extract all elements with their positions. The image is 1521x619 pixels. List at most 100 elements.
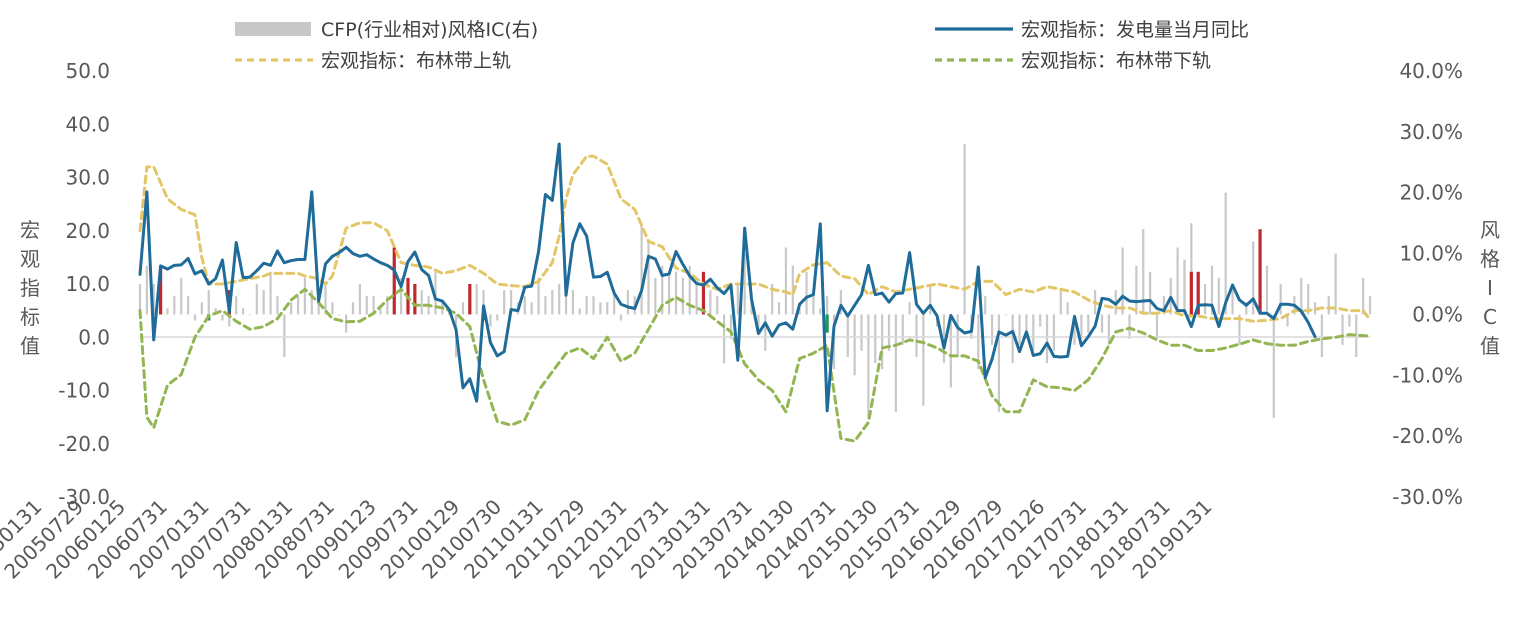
ic-bar (145, 265, 148, 315)
ic-bar (331, 302, 334, 315)
ic-bar (290, 302, 293, 315)
left-tick-label: 40.0 (65, 112, 110, 136)
ic-bar (1362, 277, 1365, 315)
ic-highlight-bar (1196, 271, 1200, 315)
ic-bar (255, 284, 258, 315)
ic-bar (1183, 259, 1186, 315)
ic-bar (235, 296, 238, 315)
ic-highlight-bar (392, 247, 396, 315)
ic-bar (887, 314, 891, 351)
ic-bar (929, 284, 932, 315)
ic-bar (722, 314, 726, 364)
ic-bar (365, 296, 368, 315)
ic-bar (963, 144, 966, 315)
left-tick-label: -20.0 (58, 432, 110, 456)
ic-bar (1149, 271, 1152, 315)
ic-bar (1231, 290, 1234, 315)
ic-bar (805, 271, 808, 315)
ic-bar (475, 284, 478, 315)
ic-bar (977, 314, 980, 370)
left-axis-title: 值 (20, 334, 40, 358)
ic-bar (901, 314, 904, 345)
ic-highlight-bar (825, 314, 829, 333)
ic-bar (489, 314, 492, 327)
ic-bar (1155, 314, 1159, 339)
ic-bar (1018, 314, 1021, 345)
right-axis-title: C (1483, 305, 1497, 329)
ic-bar (200, 302, 203, 315)
ic-highlight-bar (1189, 271, 1193, 315)
ic-bar (530, 302, 533, 315)
right-tick-label: -20.0% (1392, 424, 1463, 448)
ic-bar (523, 296, 526, 315)
ic-bar (1162, 296, 1165, 315)
ic-bar (1135, 265, 1138, 315)
ic-bar (1087, 314, 1090, 333)
legend-label: CFP(行业相对)风格IC(右) (321, 19, 538, 41)
ic-bar (812, 290, 815, 315)
ic-bar (537, 277, 540, 315)
legend-label: 宏观指标：布林带下轨 (1021, 50, 1211, 72)
ic-bar (221, 314, 224, 321)
ic-bar (1368, 296, 1372, 315)
series-line-upper (138, 154, 1372, 323)
ic-bar (351, 302, 355, 315)
ic-bar (138, 284, 142, 315)
ic-bar (420, 290, 423, 315)
ic-bar (345, 314, 348, 333)
legend-label: 宏观指标：布林带上轨 (321, 50, 511, 72)
left-tick-label: -10.0 (58, 379, 110, 403)
ic-bar (386, 296, 389, 315)
ic-bar (544, 296, 547, 315)
right-tick-label: 30.0% (1399, 120, 1463, 144)
ic-bar (997, 314, 1001, 412)
ic-bar (846, 314, 849, 358)
ic-bar (207, 290, 210, 315)
ic-bar (695, 284, 698, 315)
ic-bar (571, 290, 575, 315)
left-tick-label: 30.0 (65, 166, 110, 190)
left-tick-label: 50.0 (65, 59, 110, 83)
ic-bar (826, 296, 829, 315)
left-tick-label: 0.0 (78, 325, 110, 349)
ic-bar (180, 277, 183, 315)
ic-bar (1052, 314, 1056, 351)
ic-bar (1121, 247, 1124, 315)
ic-bar (551, 290, 554, 315)
ic-bar (942, 314, 946, 364)
ic-bar (228, 314, 231, 327)
ic-bar (303, 277, 307, 315)
ic-bar (709, 290, 712, 315)
ic-bar (681, 277, 684, 315)
ic-bar (764, 314, 767, 351)
ic-bar (1059, 290, 1062, 315)
ic-bar (1348, 314, 1351, 327)
ic-bar (1307, 284, 1310, 315)
ic-bar (400, 277, 403, 315)
ic-bar (1210, 265, 1214, 315)
ic-bar (1080, 314, 1083, 339)
ic-bar (661, 265, 664, 315)
ic-bar (1327, 296, 1330, 315)
left-axis-title: 宏 (20, 218, 40, 242)
ic-highlight-bar (159, 265, 163, 315)
ic-bar (1238, 314, 1241, 345)
ic-highlight-bar (701, 271, 706, 315)
ic-bar (1203, 284, 1207, 315)
ic-bar (1025, 314, 1028, 339)
ic-bar (1176, 247, 1179, 315)
ic-bar (503, 290, 506, 315)
ic-bar (908, 302, 911, 315)
ic-bar (1039, 314, 1042, 327)
ic-bar (269, 271, 272, 315)
ic-bar (578, 308, 581, 315)
ic-bar (1190, 223, 1193, 315)
right-axis-title: I (1487, 276, 1493, 300)
ic-bar (688, 265, 691, 315)
left-tick-label: 20.0 (65, 219, 110, 243)
ic-bar (750, 302, 753, 315)
ic-bar (1142, 229, 1145, 315)
